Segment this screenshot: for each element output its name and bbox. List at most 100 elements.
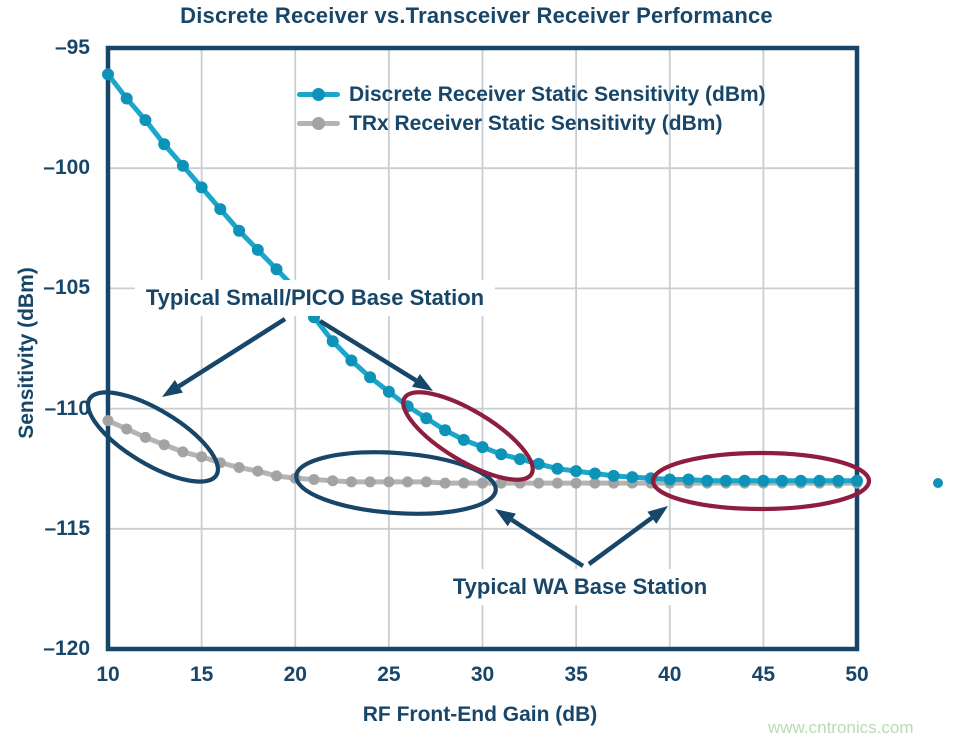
series-dot-cyan (382, 385, 395, 398)
arrow-pico-to-trx-shaft (177, 317, 287, 389)
series-dot-cyan (345, 354, 358, 367)
series-dot-cyan (532, 457, 545, 470)
discrete-line-dot-marker-icon (297, 87, 340, 102)
series-dot-gray (271, 470, 282, 482)
x-tick-20: 20 (283, 663, 307, 686)
series-dot-gray (233, 462, 245, 473)
series-dot-gray (158, 439, 170, 451)
chart-title: Discrete Receiver vs.Transceiver Receive… (180, 3, 773, 28)
series-dot-cyan (326, 335, 339, 348)
series-dot-gray (402, 476, 414, 488)
series-dot-gray (177, 446, 189, 458)
trx-line-dot-marker-icon (297, 116, 340, 131)
arrow-pico-to-discrete-head (412, 374, 433, 391)
series-dot-gray (420, 476, 432, 488)
series-dot-gray (439, 477, 451, 489)
series-dot-cyan (813, 474, 826, 487)
series-dot-cyan (738, 474, 751, 487)
x-axis-label: RF Front-End Gain (dB) (362, 703, 598, 726)
legend-label-trx: TRx Receiver Static Sensitivity (dBm) (349, 111, 723, 135)
y-tick--105: –105 (43, 276, 90, 300)
legend-item-discrete: Discrete Receiver Static Sensitivity (dB… (297, 80, 766, 109)
pico-trx-ellipse (85, 390, 221, 484)
series-dot-gray (252, 465, 264, 477)
series-dot-cyan (364, 371, 377, 384)
x-tick-30: 30 (470, 663, 495, 686)
series-dot-cyan (251, 243, 264, 256)
y-tick--115: –115 (44, 516, 90, 540)
series-dot-cyan (701, 474, 714, 487)
series-dot-gray (345, 476, 357, 488)
series-dot-cyan (120, 92, 133, 105)
series-dot-cyan (514, 453, 526, 466)
x-tick-35: 35 (564, 663, 588, 686)
plot-border (105, 45, 860, 652)
x-tick-45: 45 (751, 663, 776, 686)
series-dot-cyan (176, 159, 189, 172)
series-dot-cyan (757, 474, 770, 487)
series-dot-cyan (607, 469, 620, 482)
series-dot-gray (533, 477, 545, 489)
arrow-wa-to-trx-head (495, 509, 516, 527)
series-dot-cyan (158, 138, 171, 151)
series-dot-cyan (270, 263, 283, 276)
series-dot-cyan (588, 467, 601, 480)
pico-discrete-ellipse (401, 390, 535, 482)
y-tick--100: –100 (43, 156, 90, 180)
arrow-wa-to-discrete-head (647, 506, 668, 524)
series-dot-gray (327, 475, 339, 487)
series-dot-gray (308, 474, 320, 485)
series-dot-cyan (776, 474, 789, 487)
annotation-wa-base-station: Typical WA Base Station (441, 569, 719, 605)
legend: Discrete Receiver Static Sensitivity (dB… (297, 80, 766, 138)
wa-discrete-ellipse (650, 450, 872, 512)
series-dot-cyan (195, 181, 208, 194)
y-tick--95: –95 (54, 36, 90, 59)
series-dot-cyan (663, 473, 676, 486)
arrow-wa-to-discrete-shaft (587, 516, 654, 566)
arrow-pico-to-discrete-shaft (318, 319, 418, 383)
series-dot-gray (495, 477, 507, 489)
arrow-wa-to-trx-shaft (510, 517, 585, 568)
series-dot-gray (477, 477, 488, 489)
series-dot-gray (551, 477, 563, 489)
series-dot-cyan (439, 424, 452, 437)
series-dot-cyan (682, 473, 695, 486)
series-dot-gray (589, 477, 601, 489)
x-tick-15: 15 (189, 663, 214, 686)
series-dot-cyan (233, 224, 246, 237)
legend-item-trx: TRx Receiver Static Sensitivity (dBm) (297, 109, 766, 138)
series-dot-cyan (719, 474, 732, 487)
series-dot-cyan (551, 462, 564, 475)
y-axis-label: Sensitivity (dBm) (15, 267, 38, 439)
series-dot-gray (364, 476, 376, 488)
series-dot-cyan (626, 471, 639, 484)
series-dot-cyan (476, 441, 489, 454)
series-dot-cyan (214, 203, 227, 216)
series-dot-gray (102, 415, 114, 427)
series-dot-gray (121, 423, 133, 435)
legend-label-discrete: Discrete Receiver Static Sensitivity (dB… (349, 82, 766, 106)
watermark-text: www.cntronics.com (768, 718, 914, 737)
series-dot-cyan (832, 474, 845, 487)
series-dot-gray (383, 476, 395, 488)
series-dot-gray (458, 477, 470, 489)
x-tick-50: 50 (845, 663, 869, 686)
series-dot-cyan (102, 68, 114, 81)
series-dot-cyan (420, 412, 433, 425)
series-dot-gray (139, 431, 151, 443)
x-tick-25: 25 (377, 663, 401, 686)
series-dot-cyan (495, 448, 508, 461)
y-tick--110: –110 (44, 396, 90, 420)
x-tick-10: 10 (96, 663, 120, 686)
series-dot-cyan (851, 474, 863, 487)
annotation-pico-base-station: Typical Small/PICO Base Station (134, 280, 496, 316)
series-dot-gray (196, 451, 208, 463)
series-dot-gray (570, 477, 582, 489)
wa-trx-ellipse (294, 450, 498, 516)
stray-cyan-dot (933, 478, 943, 488)
y-tick--120: –120 (43, 637, 90, 660)
series-dot-cyan (794, 474, 807, 487)
